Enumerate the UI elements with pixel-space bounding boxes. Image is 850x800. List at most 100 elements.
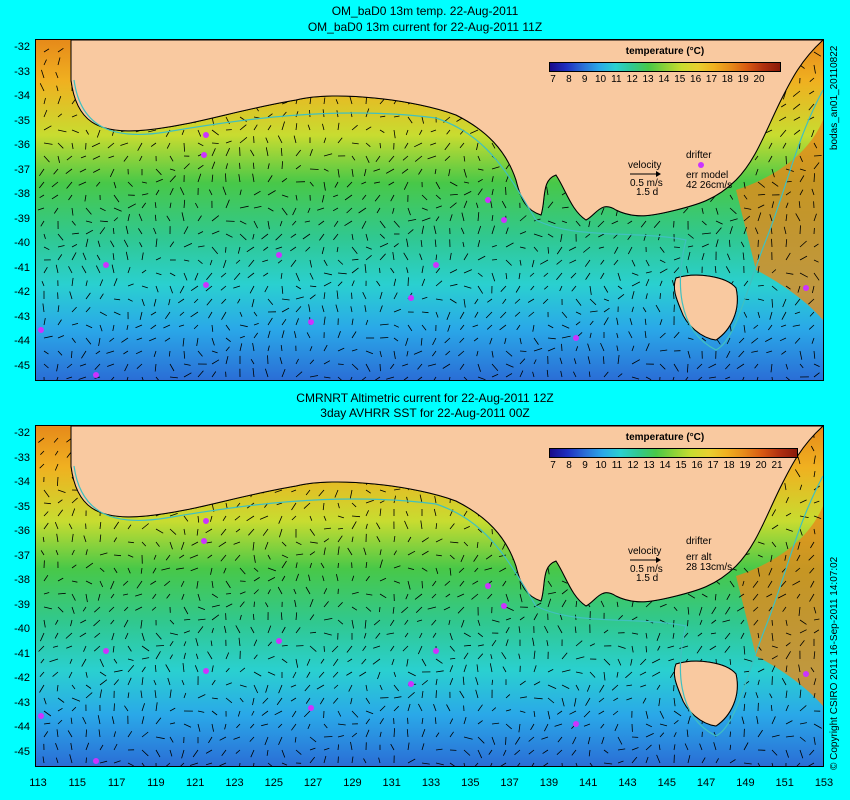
longitude-label: 121 [186,777,205,789]
longitude-label: 153 [814,777,834,789]
top-velocity-arrow [628,170,662,181]
bottom-velocity-time: 1.5 d [636,573,659,584]
latitude-label: -40 [14,237,30,249]
colorbar-tick-label: 9 [582,460,588,471]
longitude-label: 125 [264,777,283,789]
colorbar-tick-label: 14 [658,74,670,85]
drifter-marker [501,217,507,223]
drifter-marker [203,668,209,674]
drifter-marker [308,319,314,325]
colorbar-tick-label: 10 [594,74,607,85]
drifter-marker [803,671,809,677]
top-velocity-time: 1.5 d [636,187,659,198]
longitude-label: 119 [147,777,165,789]
drifter-marker [501,603,507,609]
latitude-label: -42 [14,672,30,684]
shelf-contour [73,79,823,351]
drifter-marker [201,538,207,544]
latitude-label: -37 [14,163,30,176]
colorbar-tick-label: 11 [611,74,622,85]
longitude-label: 139 [539,777,559,789]
colorbar-tick-label: 20 [753,74,765,85]
drifter-marker [433,262,439,268]
drifter-marker [38,713,44,719]
top-err-value: 42 26cm/s [686,180,733,191]
drifter-marker [103,648,109,654]
australia-land [70,426,823,607]
drifter-marker [485,583,491,589]
colorbar-tick-label: 16 [690,74,702,85]
bottom-colorbar-title: temperature (°C) [625,432,705,443]
drifter-marker [203,132,209,138]
latitude-label: -37 [14,549,30,562]
bottom-colorbar [549,448,798,458]
colorbar-tick-label: 20 [755,460,767,471]
latitude-label: -45 [14,745,30,758]
bottom-err-label: err alt [686,552,712,563]
bottom-map-panel [35,425,824,767]
colorbar-tick-label: 17 [705,74,718,85]
colorbar-tick-label: 12 [627,460,639,471]
colorbar-tick-label: 19 [739,460,751,471]
latitude-label: -43 [14,310,30,323]
colorbar-tick-label: 8 [566,74,572,85]
top-err-label: err model [686,170,729,181]
longitude-label: 149 [736,777,755,789]
colorbar-tick-label: 10 [595,460,607,471]
latitude-label: -34 [14,90,30,102]
latitude-label: -34 [14,476,30,488]
tasmania-land [673,660,738,727]
latitude-label: -41 [14,647,30,660]
colorbar-tick-label: 16 [691,460,703,471]
bottom-err-value: 28 13cm/s [686,562,733,573]
drifter-marker [276,252,282,258]
colorbar-tick-label: 12 [626,74,638,85]
colorbar-tick-label: 8 [566,460,572,471]
latitude-label: -33 [14,451,30,464]
colorbar-tick-label: 18 [721,74,733,85]
colorbar-tick-label: 21 [771,460,783,471]
bottom-velocity-arrow [628,556,662,567]
bottom-velocity-value: 0.5 m/s [630,564,663,575]
top-title-line1: OM_baD0 13m temp. 22-Aug-2011 [331,4,519,18]
colorbar-tick-label: 19 [737,74,749,85]
top-title-line2: OM_baD0 13m current for 22-Aug-2011 11Z [307,20,543,34]
latitude-label: -38 [14,188,30,200]
latitude-label: -35 [14,500,30,513]
bottom-map-canvas [36,426,823,766]
shelf-contour [73,465,823,737]
bottom-title-line1: CMRNRT Altimetric current for 22-Aug-201… [296,391,554,405]
longitude-label: 137 [500,777,519,789]
drifter-marker [803,285,809,291]
drifter-marker [201,152,207,158]
australia-land [70,40,823,221]
longitude-label: 115 [68,777,87,789]
latitude-label: -36 [14,525,30,537]
top-velocity-label: velocity [628,160,662,171]
latitude-label: -39 [14,212,30,225]
top-colorbar-title: temperature (°C) [625,46,705,57]
bottom-side-label: © Copyright CSIRO 2011 16-Sep-2011 14:07… [829,556,840,770]
drifter-marker [573,721,579,727]
drifter-marker [103,262,109,268]
drifter-marker [93,372,99,378]
drifter-marker [573,335,579,341]
longitude-label: 127 [303,777,323,789]
latitude-label: -38 [14,574,30,586]
latitude-label: -32 [14,427,30,439]
drifter-marker [38,327,44,333]
latitude-label: -45 [14,359,30,372]
drifter-marker [276,638,282,644]
longitude-label: 129 [343,777,362,789]
longitude-label: 123 [225,777,244,789]
latitude-label: -42 [14,286,30,298]
latitude-label: -44 [14,335,30,347]
top-velocity-value: 0.5 m/s [630,178,663,189]
colorbar-tick-label: 15 [674,74,686,85]
colorbar-tick-label: 13 [642,74,654,85]
top-drifter-label: drifter [686,150,712,161]
longitude-label: 143 [618,777,637,789]
top-side-label: bodas_an01_20110822 [829,45,840,150]
drifter-marker [93,758,99,764]
warm-current-region [736,120,823,320]
